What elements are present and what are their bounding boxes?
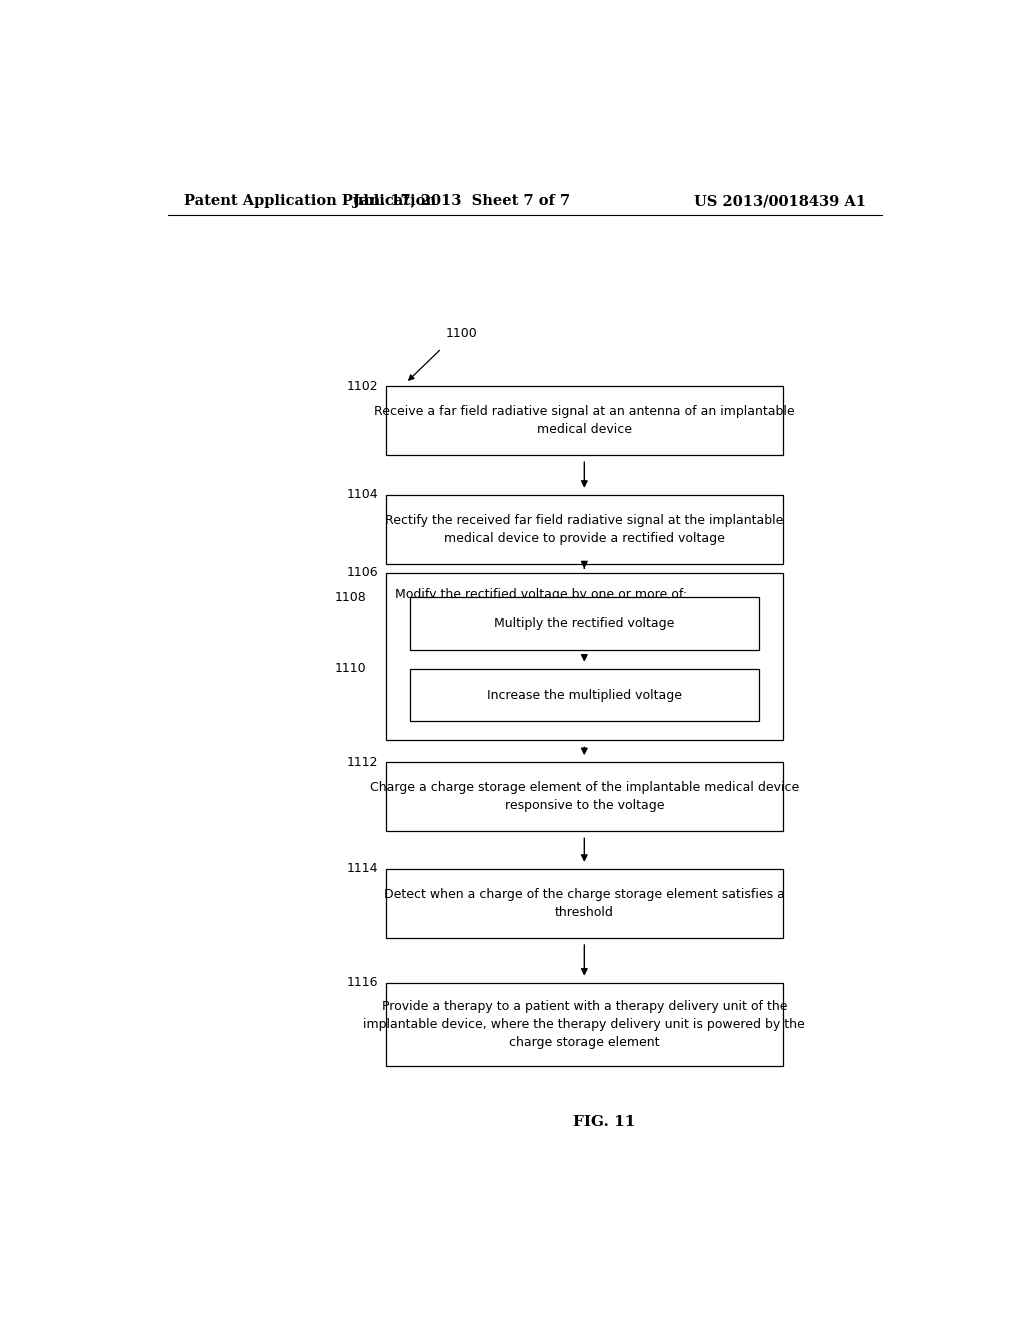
Bar — [386, 573, 782, 741]
Bar — [386, 385, 782, 455]
Bar — [386, 982, 782, 1067]
Text: Patent Application Publication: Patent Application Publication — [183, 194, 435, 209]
Bar — [410, 669, 759, 722]
Text: Detect when a charge of the charge storage element satisfies a
threshold: Detect when a charge of the charge stora… — [384, 888, 784, 919]
Text: Modify the rectified voltage by one or more of:: Modify the rectified voltage by one or m… — [395, 589, 687, 602]
Bar — [410, 598, 759, 651]
Text: 1110: 1110 — [335, 663, 367, 675]
Text: 1102: 1102 — [346, 380, 378, 392]
Text: Receive a far field radiative signal at an antenna of an implantable
medical dev: Receive a far field radiative signal at … — [374, 405, 795, 436]
Text: FIG. 11: FIG. 11 — [573, 1115, 635, 1129]
Text: US 2013/0018439 A1: US 2013/0018439 A1 — [694, 194, 866, 209]
Text: Jan. 17, 2013  Sheet 7 of 7: Jan. 17, 2013 Sheet 7 of 7 — [352, 194, 570, 209]
Text: Increase the multiplied voltage: Increase the multiplied voltage — [486, 689, 682, 701]
Text: 1114: 1114 — [346, 862, 378, 875]
Text: 1116: 1116 — [346, 977, 378, 989]
Text: Multiply the rectified voltage: Multiply the rectified voltage — [495, 618, 675, 631]
Text: 1108: 1108 — [334, 591, 367, 605]
Bar — [386, 869, 782, 939]
Text: 1106: 1106 — [346, 566, 378, 579]
Bar — [386, 495, 782, 564]
Text: Rectify the received far field radiative signal at the implantable
medical devic: Rectify the received far field radiative… — [385, 513, 783, 545]
Bar — [386, 762, 782, 832]
Text: 1112: 1112 — [346, 755, 378, 768]
Text: 1104: 1104 — [346, 488, 378, 502]
Text: Provide a therapy to a patient with a therapy delivery unit of the
implantable d: Provide a therapy to a patient with a th… — [364, 999, 805, 1049]
Text: 1100: 1100 — [445, 327, 477, 339]
Text: Charge a charge storage element of the implantable medical device
responsive to : Charge a charge storage element of the i… — [370, 781, 799, 812]
